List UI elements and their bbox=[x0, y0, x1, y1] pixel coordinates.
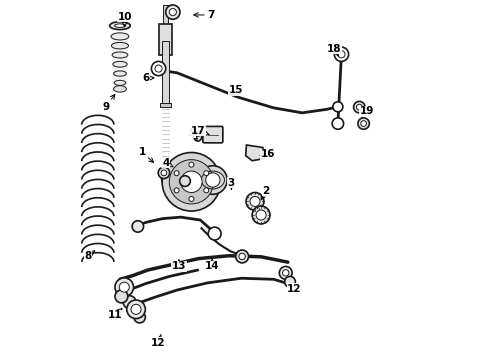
Circle shape bbox=[151, 62, 166, 76]
Circle shape bbox=[285, 276, 295, 287]
Circle shape bbox=[162, 153, 220, 211]
Text: 14: 14 bbox=[205, 258, 220, 271]
Ellipse shape bbox=[111, 42, 128, 49]
Ellipse shape bbox=[114, 71, 126, 76]
Circle shape bbox=[155, 65, 162, 72]
Ellipse shape bbox=[112, 52, 128, 58]
Text: 8: 8 bbox=[84, 251, 95, 261]
Text: 9: 9 bbox=[102, 95, 115, 112]
Circle shape bbox=[206, 173, 220, 187]
Circle shape bbox=[198, 166, 227, 194]
Circle shape bbox=[333, 102, 343, 112]
Circle shape bbox=[180, 176, 190, 186]
Circle shape bbox=[208, 227, 221, 240]
Ellipse shape bbox=[114, 86, 126, 92]
Circle shape bbox=[123, 296, 136, 309]
Circle shape bbox=[169, 9, 176, 16]
Circle shape bbox=[119, 282, 129, 292]
Bar bbox=[163, 5, 168, 24]
Circle shape bbox=[204, 188, 209, 193]
Circle shape bbox=[246, 193, 264, 210]
Circle shape bbox=[181, 171, 202, 193]
Circle shape bbox=[338, 51, 345, 58]
Text: 18: 18 bbox=[327, 44, 342, 57]
Circle shape bbox=[283, 270, 289, 276]
Circle shape bbox=[236, 250, 248, 263]
Circle shape bbox=[158, 167, 170, 179]
Circle shape bbox=[358, 118, 369, 129]
Circle shape bbox=[252, 206, 270, 224]
Circle shape bbox=[189, 162, 194, 167]
Circle shape bbox=[195, 131, 201, 136]
Text: 10: 10 bbox=[118, 12, 132, 27]
Circle shape bbox=[174, 188, 179, 193]
Circle shape bbox=[174, 171, 179, 176]
Ellipse shape bbox=[194, 132, 202, 141]
Circle shape bbox=[161, 170, 167, 176]
Circle shape bbox=[361, 121, 367, 126]
Circle shape bbox=[279, 266, 292, 279]
Ellipse shape bbox=[111, 33, 129, 40]
Ellipse shape bbox=[110, 22, 130, 30]
Text: 15: 15 bbox=[229, 85, 244, 96]
Ellipse shape bbox=[113, 62, 127, 67]
Circle shape bbox=[256, 210, 266, 220]
Text: 17: 17 bbox=[191, 126, 209, 136]
Text: 3: 3 bbox=[228, 178, 235, 189]
Text: 2: 2 bbox=[261, 186, 270, 200]
Circle shape bbox=[204, 171, 209, 176]
Circle shape bbox=[250, 197, 260, 206]
Text: 4: 4 bbox=[162, 158, 173, 168]
Circle shape bbox=[166, 5, 180, 19]
Ellipse shape bbox=[115, 24, 125, 27]
Text: 19: 19 bbox=[360, 107, 374, 117]
Bar bbox=[160, 103, 171, 107]
Polygon shape bbox=[159, 164, 198, 207]
FancyBboxPatch shape bbox=[203, 126, 223, 143]
Circle shape bbox=[356, 104, 362, 110]
Text: 16: 16 bbox=[260, 149, 275, 159]
Text: 5: 5 bbox=[189, 128, 197, 139]
Circle shape bbox=[239, 253, 245, 260]
Circle shape bbox=[169, 159, 214, 204]
Circle shape bbox=[189, 197, 194, 202]
Circle shape bbox=[131, 304, 141, 314]
Text: 12: 12 bbox=[151, 334, 166, 347]
Text: 13: 13 bbox=[172, 260, 186, 271]
Circle shape bbox=[127, 300, 146, 319]
Polygon shape bbox=[245, 145, 264, 161]
Circle shape bbox=[332, 118, 343, 129]
Circle shape bbox=[354, 102, 365, 113]
Circle shape bbox=[115, 290, 128, 303]
Text: 1: 1 bbox=[139, 147, 153, 162]
Bar bbox=[162, 41, 169, 105]
Polygon shape bbox=[111, 33, 129, 91]
Ellipse shape bbox=[114, 80, 126, 85]
Text: 12: 12 bbox=[287, 284, 301, 294]
Circle shape bbox=[132, 221, 144, 232]
Text: 6: 6 bbox=[142, 73, 154, 83]
Bar bbox=[159, 23, 172, 55]
Text: 11: 11 bbox=[107, 309, 122, 320]
Text: 7: 7 bbox=[194, 10, 215, 20]
Circle shape bbox=[134, 311, 146, 323]
Circle shape bbox=[115, 278, 134, 296]
Circle shape bbox=[334, 47, 348, 62]
